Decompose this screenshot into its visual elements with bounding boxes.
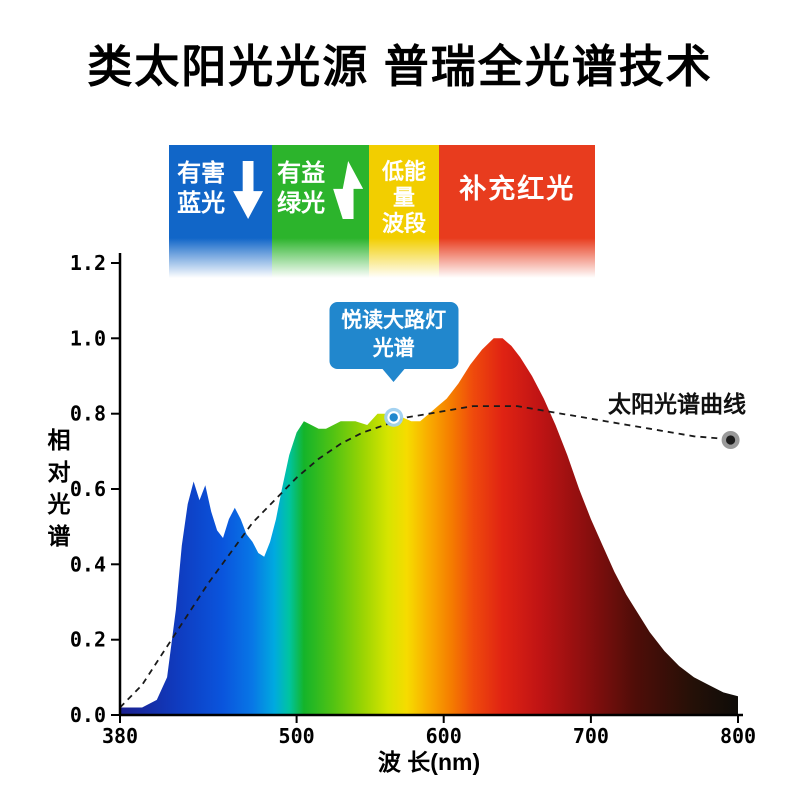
x-axis-label: 波 长(nm) [377,749,481,775]
page-title: 类太阳光光源 普瑞全光谱技术 [87,41,713,92]
spectrum-area [120,338,738,715]
product-spectrum-callout: 悦读大路灯 光谱 [329,302,459,369]
product-point-dot [389,413,398,422]
y-tick-label: 0.8 [70,402,106,426]
y-tick-label: 0.4 [70,552,106,576]
solar-end-dot-inner [726,435,736,445]
x-tick-label: 600 [426,724,462,748]
x-tick-label: 800 [720,724,756,748]
y-tick-label: 1.0 [70,326,106,350]
y-tick-label: 0.6 [70,477,106,501]
y-tick-label: 0.0 [70,703,106,727]
x-tick-label: 500 [279,724,315,748]
y-tick-label: 0.2 [70,628,106,652]
x-tick-label: 700 [573,724,609,748]
solar-curve [119,405,731,709]
solar-curve-label: 太阳光谱曲线 [608,391,746,417]
y-axis-label: 相对光谱 [44,428,70,556]
callout-line2: 光谱 [372,337,415,361]
y-tick-label: 1.2 [70,251,106,275]
callout-line1: 悦读大路灯 [341,309,447,332]
x-tick-label: 380 [102,724,138,748]
